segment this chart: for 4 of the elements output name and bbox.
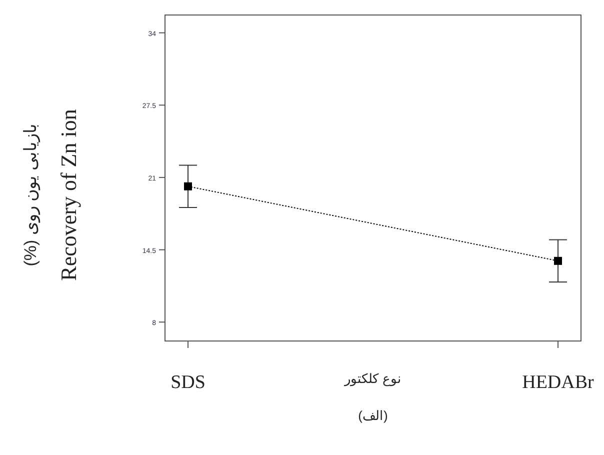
x-axis-title: نوع کلکتور	[344, 371, 402, 387]
text: (الف)	[358, 408, 388, 423]
x-tick-label: HEDABr	[522, 372, 595, 393]
x-tick-label: SDS	[170, 372, 206, 393]
